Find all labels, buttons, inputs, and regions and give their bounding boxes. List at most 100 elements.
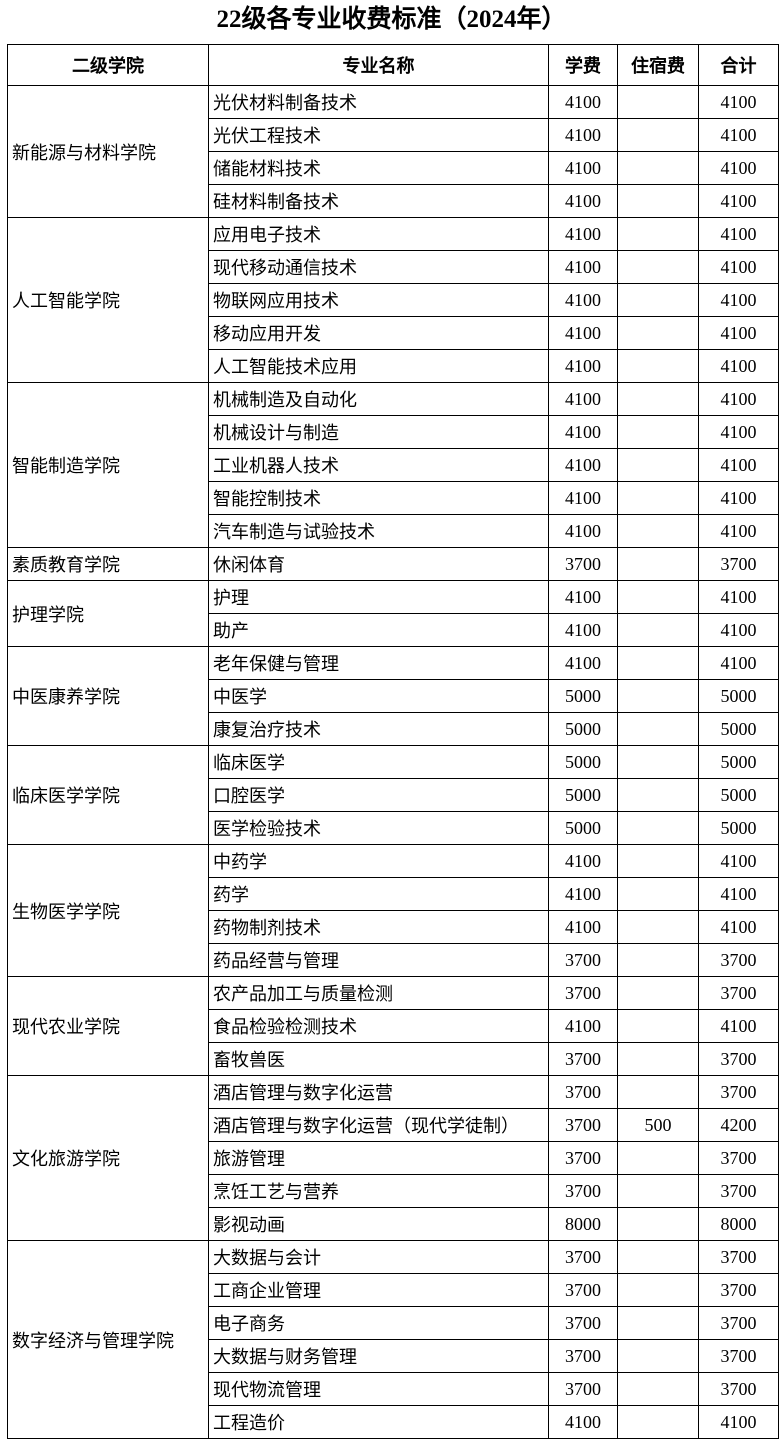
fee-cell: 4100: [548, 250, 618, 284]
table-row: 智能控制技术 4100 4100: [8, 481, 779, 515]
dorm-cell: [617, 151, 699, 185]
fee-table: 二级学院 专业名称 学费 住宿费 合计 新能源与材料学院 光伏材料制备技术 4100 4100…: [7, 44, 779, 1439]
fee-cell: 4100: [548, 448, 618, 482]
fee-cell: 3700: [548, 547, 618, 581]
fee-cell: 3700: [548, 1108, 618, 1142]
table-row: 工商企业管理 3700 3700: [8, 1273, 779, 1307]
major-cell: 中医学: [208, 679, 549, 713]
total-cell: 3700: [698, 1240, 779, 1274]
major-cell: 移动应用开发: [208, 316, 549, 350]
table-row: 现代移动通信技术 4100 4100: [8, 250, 779, 284]
table-row: 生物医学学院 中药学 4100 4100: [7, 844, 779, 977]
table-row: 汽车制造与试验技术 4100 4100: [8, 514, 779, 548]
total-cell: 3700: [698, 1372, 779, 1406]
dorm-cell: [617, 250, 699, 284]
total-cell: 4100: [698, 349, 779, 383]
dorm-cell: [617, 712, 699, 746]
dorm-cell: [617, 943, 699, 977]
fee-cell: 4100: [548, 118, 618, 152]
dorm-cell: [617, 1273, 699, 1307]
major-cell: 光伏工程技术: [208, 118, 549, 152]
major-cell: 人工智能技术应用: [208, 349, 549, 383]
major-cell: 工业机器人技术: [208, 448, 549, 482]
total-cell: 4100: [698, 844, 779, 878]
dorm-cell: [617, 910, 699, 944]
major-cell: 药学: [208, 877, 549, 911]
table-row: 素质教育学院 休闲体育 3700 3700: [7, 547, 779, 581]
table-row: 影视动画 8000 8000: [8, 1207, 779, 1241]
total-cell: 4100: [698, 877, 779, 911]
major-cell: 助产: [208, 613, 549, 647]
table-row: 中医康养学院 老年保健与管理 4100 4100: [7, 646, 779, 746]
table-row: 药学 4100 4100: [8, 877, 779, 911]
table-row: 畜牧兽医 3700 3700: [8, 1042, 779, 1076]
dorm-cell: [617, 877, 699, 911]
fee-cell: 4100: [548, 85, 618, 119]
total-cell: 3700: [698, 1075, 779, 1109]
fee-cell: 4100: [548, 151, 618, 185]
dorm-cell: [617, 481, 699, 515]
fee-cell: 5000: [548, 745, 618, 779]
dorm-cell: 500: [617, 1108, 699, 1142]
college-cell: 素质教育学院: [7, 547, 209, 581]
fee-cell: 5000: [548, 679, 618, 713]
table-row: 工业机器人技术 4100 4100: [8, 448, 779, 482]
fee-cell: 4100: [548, 184, 618, 218]
major-cell: 药物制剂技术: [208, 910, 549, 944]
major-cell: 旅游管理: [208, 1141, 549, 1175]
table-row: 机械设计与制造 4100 4100: [8, 415, 779, 449]
dorm-cell: [617, 646, 699, 680]
table-body: 新能源与材料学院 光伏材料制备技术 4100 4100 光伏工程技术 4100 4100 储能…: [7, 85, 779, 1439]
dorm-cell: [617, 118, 699, 152]
fee-cell: 5000: [548, 712, 618, 746]
column-header: 专业名称: [208, 44, 549, 86]
fee-cell: 3700: [548, 1141, 618, 1175]
total-cell: 3700: [698, 1306, 779, 1340]
major-cell: 工商企业管理: [208, 1273, 549, 1307]
fee-cell: 4100: [548, 1405, 618, 1439]
major-cell: 电子商务: [208, 1306, 549, 1340]
table-row: 烹饪工艺与营养 3700 3700: [8, 1174, 779, 1208]
dorm-cell: [617, 1075, 699, 1109]
total-cell: 5000: [698, 679, 779, 713]
college-cell: 文化旅游学院: [7, 1075, 209, 1241]
table-row: 移动应用开发 4100 4100: [8, 316, 779, 350]
fee-cell: 4100: [548, 646, 618, 680]
total-cell: 4100: [698, 1009, 779, 1043]
college-cell: 新能源与材料学院: [7, 85, 209, 218]
major-cell: 现代物流管理: [208, 1372, 549, 1406]
table-row: 硅材料制备技术 4100 4100: [8, 184, 779, 218]
major-cell: 机械设计与制造: [208, 415, 549, 449]
major-cell: 中药学: [208, 844, 549, 878]
fee-cell: 3700: [548, 1042, 618, 1076]
table-row: 药物制剂技术 4100 4100: [8, 910, 779, 944]
fee-cell: 3700: [548, 976, 618, 1010]
total-cell: 4100: [698, 85, 779, 119]
total-cell: 3700: [698, 1339, 779, 1373]
major-cell: 硅材料制备技术: [208, 184, 549, 218]
fee-cell: 4100: [548, 283, 618, 317]
dorm-cell: [617, 1207, 699, 1241]
major-cell: 酒店管理与数字化运营（现代学徒制）: [208, 1108, 549, 1142]
major-cell: 应用电子技术: [208, 217, 549, 251]
table-row: 大数据与财务管理 3700 3700: [8, 1339, 779, 1373]
fee-cell: 5000: [548, 811, 618, 845]
major-cell: 口腔医学: [208, 778, 549, 812]
total-cell: 4100: [698, 481, 779, 515]
total-cell: 3700: [698, 547, 779, 581]
fee-cell: 3700: [548, 1372, 618, 1406]
total-cell: 4100: [698, 514, 779, 548]
college-cell: 生物医学学院: [7, 844, 209, 977]
total-cell: 4100: [698, 910, 779, 944]
total-cell: 3700: [698, 1141, 779, 1175]
dorm-cell: [617, 547, 699, 581]
fee-cell: 4100: [548, 580, 618, 614]
table-row: 护理学院 护理 4100 4100: [7, 580, 779, 647]
fee-cell: 8000: [548, 1207, 618, 1241]
major-cell: 大数据与财务管理: [208, 1339, 549, 1373]
dorm-cell: [617, 613, 699, 647]
total-cell: 4100: [698, 118, 779, 152]
total-cell: 3700: [698, 976, 779, 1010]
fee-cell: 4100: [548, 217, 618, 251]
major-cell: 医学检验技术: [208, 811, 549, 845]
